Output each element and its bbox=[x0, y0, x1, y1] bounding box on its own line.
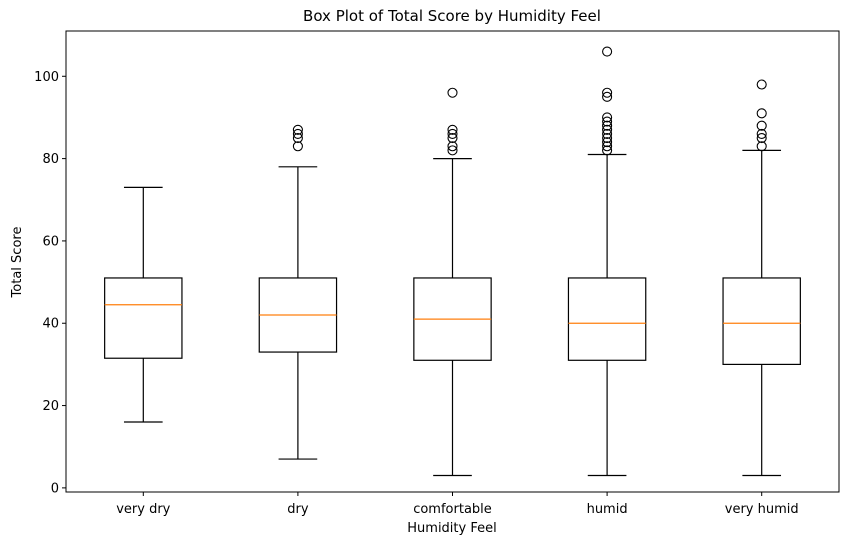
outlier-point bbox=[292, 128, 303, 139]
y-tick-label: 40 bbox=[42, 317, 59, 332]
outlier-point bbox=[602, 116, 613, 127]
outlier-point bbox=[602, 120, 613, 131]
outlier-point bbox=[602, 112, 613, 123]
outlier-point bbox=[756, 120, 767, 131]
y-tick-label: 100 bbox=[34, 70, 59, 85]
y-tick-label: 60 bbox=[42, 234, 59, 249]
y-tick-label: 80 bbox=[42, 152, 59, 167]
outlier-point bbox=[602, 87, 613, 98]
plot-area: 0 20 40 60 80 100 very dry dry comfortable humid v… bbox=[34, 46, 801, 517]
outlier-point bbox=[602, 128, 613, 139]
outlier-point bbox=[447, 132, 458, 144]
x-tick-label: very dry bbox=[116, 502, 170, 517]
outlier-point bbox=[602, 145, 613, 156]
outlier-point bbox=[756, 141, 767, 152]
box-iqr bbox=[104, 277, 183, 359]
outlier-point bbox=[447, 124, 458, 135]
box-iqr bbox=[722, 277, 801, 366]
outlier-point bbox=[602, 124, 613, 135]
outlier-point bbox=[292, 132, 303, 144]
outlier-point bbox=[602, 91, 613, 102]
outlier-point bbox=[292, 141, 303, 152]
outlier-point bbox=[602, 137, 613, 148]
outlier-point bbox=[756, 108, 767, 119]
outlier-point bbox=[602, 141, 613, 152]
x-tick-label: comfortable bbox=[413, 502, 492, 517]
outlier-point bbox=[447, 128, 458, 139]
chart-title: Box Plot of Total Score by Humidity Feel bbox=[303, 7, 601, 25]
x-tick-label: humid bbox=[587, 502, 628, 517]
outlier-point bbox=[447, 87, 458, 98]
outlier-point bbox=[756, 132, 767, 144]
y-tick-label: 20 bbox=[42, 399, 59, 414]
outlier-point bbox=[447, 141, 458, 152]
x-tick-label: dry bbox=[287, 502, 309, 517]
outlier-point bbox=[292, 124, 303, 135]
x-tick-label: very humid bbox=[725, 502, 799, 517]
axes-frame bbox=[65, 30, 840, 493]
x-axis-label: Humidity Feel bbox=[407, 521, 496, 536]
outlier-point bbox=[756, 128, 767, 139]
outlier-point bbox=[756, 79, 767, 90]
outlier-point bbox=[602, 46, 613, 57]
outlier-point bbox=[602, 132, 613, 144]
y-axis-label: Total Score bbox=[10, 227, 25, 299]
outlier-point bbox=[447, 145, 458, 156]
y-tick-label: 0 bbox=[51, 481, 59, 496]
box-iqr bbox=[567, 277, 647, 361]
